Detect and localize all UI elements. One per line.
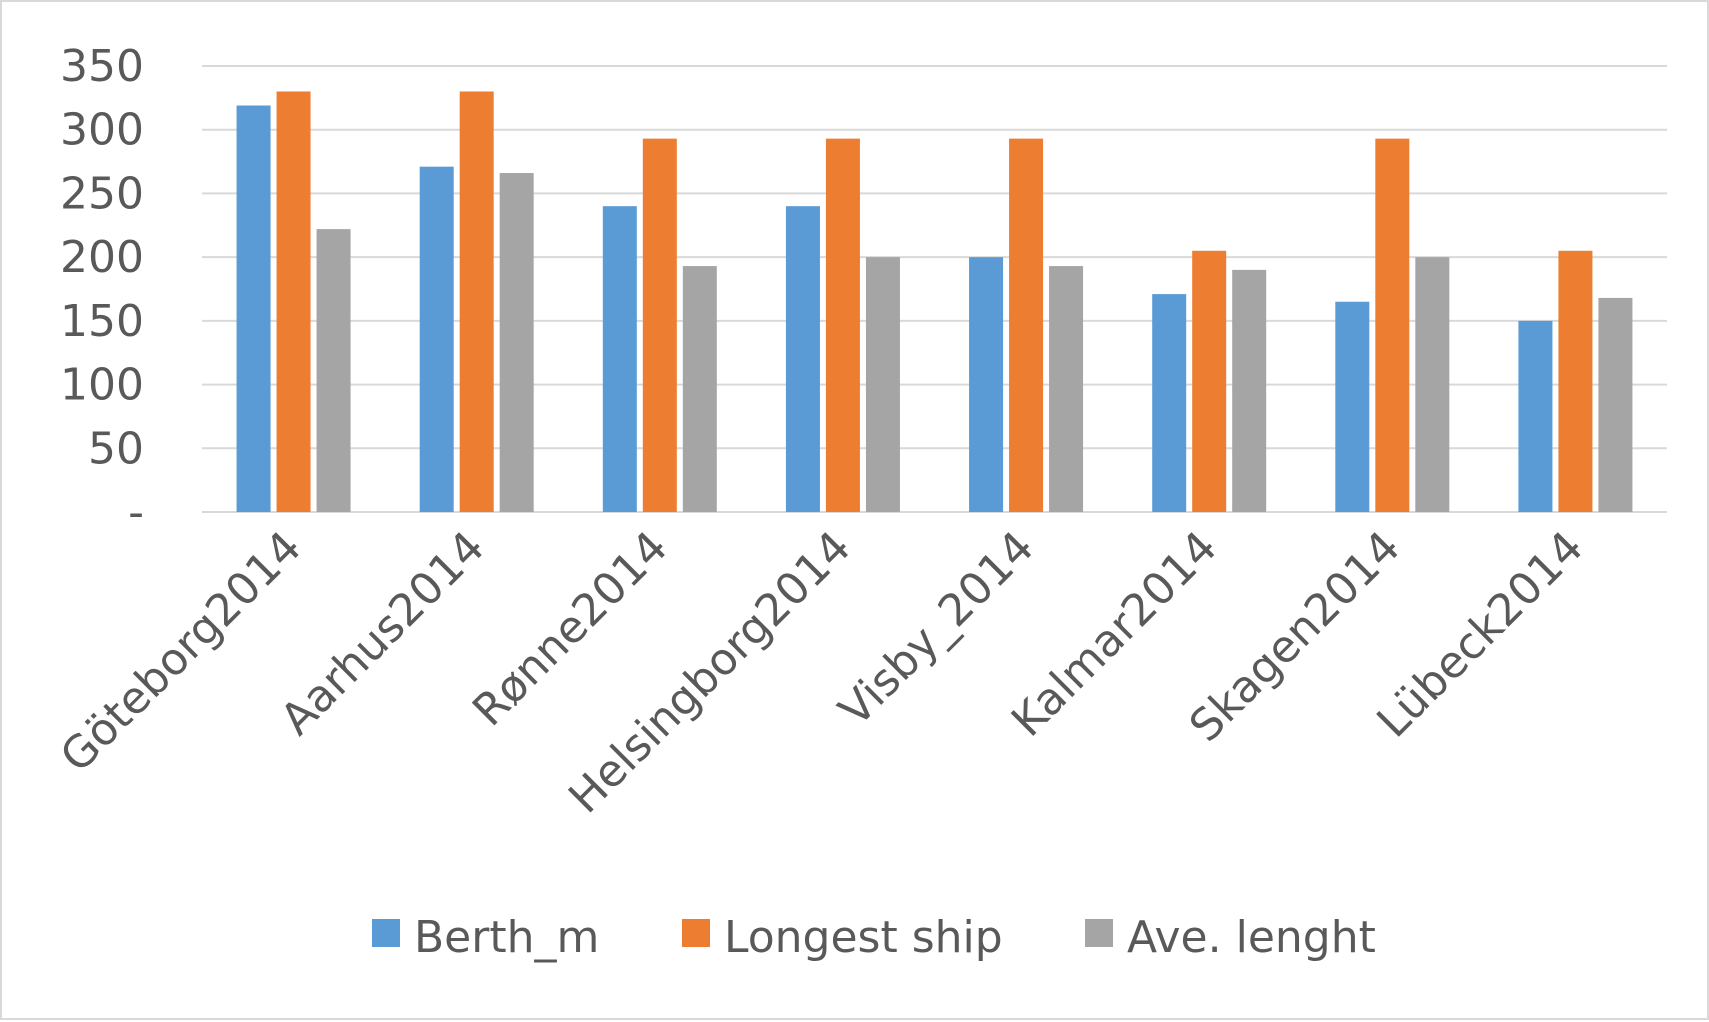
bar	[1598, 297, 1633, 512]
y-tick-label: 300	[60, 105, 144, 156]
bar	[1558, 250, 1593, 512]
bar	[316, 229, 351, 512]
x-tick-label: Göteborg2014	[51, 522, 312, 783]
y-tick-label: 50	[88, 423, 144, 474]
legend: Berth_m Longest ship Ave. lenght	[372, 912, 1376, 963]
legend-swatch	[1085, 919, 1113, 947]
bar	[969, 257, 1004, 512]
legend-swatch	[682, 919, 710, 947]
y-tick-label: 200	[60, 232, 144, 283]
bar	[236, 105, 271, 512]
bar	[785, 206, 820, 512]
y-tick-label: 250	[60, 168, 144, 219]
bar	[419, 166, 454, 512]
bars	[236, 91, 1633, 513]
legend-label: Ave. lenght	[1127, 912, 1376, 963]
x-axis-labels: Göteborg2014Aarhus2014Rønne2014Helsingbo…	[51, 522, 1593, 824]
legend-label: Longest ship	[724, 912, 1003, 963]
bar	[1192, 250, 1227, 512]
bar	[276, 91, 311, 512]
bar	[1518, 320, 1553, 512]
bar	[1152, 294, 1187, 512]
bar	[682, 266, 717, 512]
bar	[1375, 138, 1410, 513]
legend-swatch	[372, 919, 400, 947]
legend-label: Berth_m	[414, 912, 599, 963]
y-axis-ticks: - 50 100 150 200 250 300 350	[60, 41, 144, 538]
bar	[459, 91, 494, 512]
bar	[499, 173, 534, 513]
bar	[1415, 257, 1450, 512]
y-tick-label: 100	[60, 360, 144, 411]
bar	[1335, 301, 1370, 512]
bar	[1232, 269, 1267, 512]
y-tick-label: 350	[60, 41, 144, 92]
y-tick-label: 150	[60, 296, 144, 347]
bar	[1009, 138, 1044, 513]
bar	[1049, 266, 1084, 512]
bar	[825, 138, 860, 513]
y-tick-label: -	[128, 487, 144, 538]
bar	[602, 206, 637, 512]
bar	[642, 138, 677, 513]
bar	[865, 257, 900, 512]
